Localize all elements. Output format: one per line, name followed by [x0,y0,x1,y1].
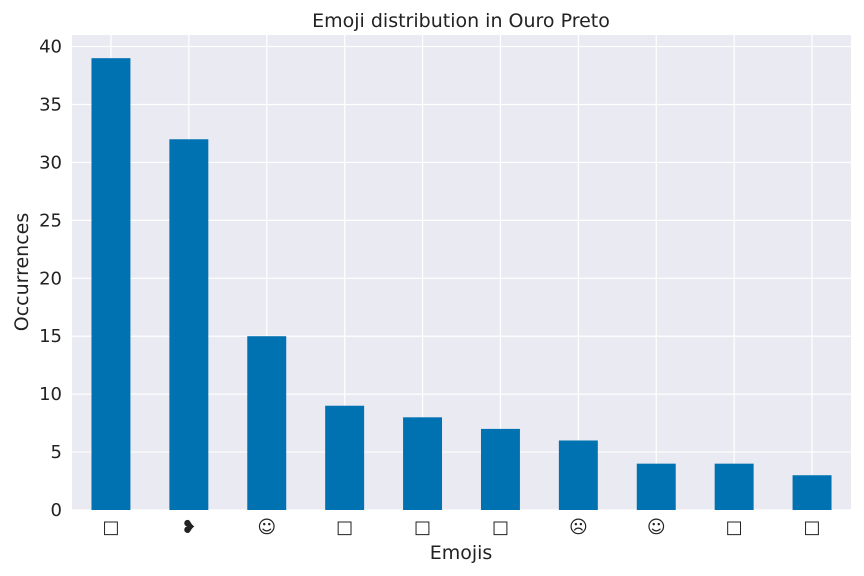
chart-title: Emoji distribution in Ouro Preto [312,10,610,32]
x-tick-label: ☹ [569,517,588,538]
x-tick-label: □ [414,517,431,538]
bar [558,440,598,510]
bars [91,58,832,511]
bar [91,58,131,511]
bar [480,428,520,510]
bar [636,463,676,510]
y-tick-label: 0 [51,500,62,521]
x-axis-ticks: □ ❥ ☺ □ □ □ ☹ ☺ □ □ [102,517,820,538]
y-tick-label: 10 [39,384,62,405]
y-tick-label: 35 [39,95,62,116]
y-axis-title: Occurrences [11,213,33,332]
x-axis-title: Emojis [430,542,493,564]
x-tick-label: ☺ [257,517,276,538]
y-tick-label: 20 [39,268,62,289]
y-tick-label: 5 [51,442,62,463]
x-tick-label: ☺ [647,517,666,538]
y-tick-label: 25 [39,210,62,231]
y-axis-ticks: 0 5 10 15 20 25 30 35 40 [39,37,62,521]
x-tick-label: □ [336,517,353,538]
y-tick-label: 30 [39,152,62,173]
x-tick-label: ❥ [181,517,196,538]
x-tick-label: □ [726,517,743,538]
x-tick-label: □ [804,517,821,538]
bar [247,336,287,510]
x-tick-label: □ [492,517,509,538]
bar [325,405,365,510]
bar [403,417,443,510]
bar [714,463,754,510]
bar [792,475,832,510]
x-tick-label: □ [102,517,119,538]
y-tick-label: 15 [39,326,62,347]
y-tick-label: 40 [39,37,62,58]
bar [169,139,209,510]
